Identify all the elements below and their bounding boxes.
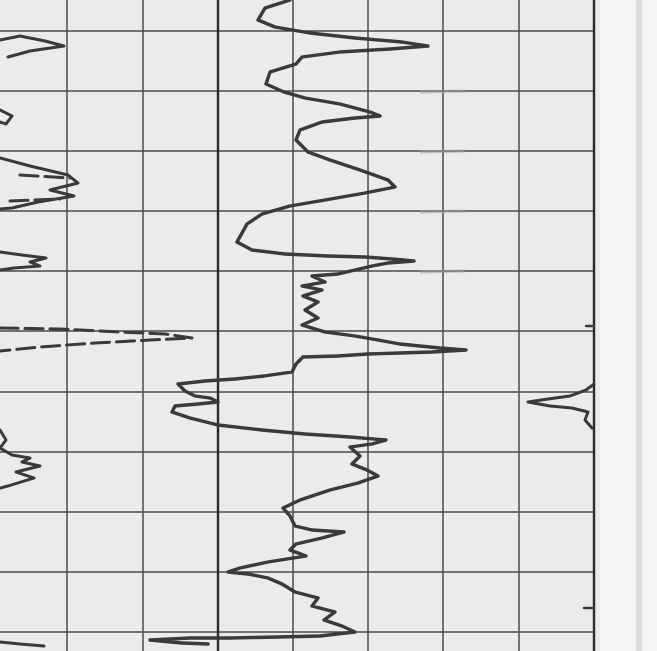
- trace-right-edge-mark: [582, 324, 596, 610]
- scan-artifacts: [419, 89, 466, 274]
- chart-grid: [0, 0, 594, 651]
- scan-smudge: [419, 89, 466, 94]
- trace-right-solid: [526, 382, 596, 430]
- scan-smudge: [419, 209, 466, 214]
- paper-right-margin: [600, 0, 657, 651]
- trace-main-solid: [148, 0, 468, 646]
- trace-left-solid: [0, 34, 80, 648]
- scan-smudge: [419, 149, 466, 154]
- scan-smudge: [419, 269, 466, 274]
- trace-left-dashed: [0, 173, 194, 353]
- paper-edge-shadow: [636, 0, 642, 651]
